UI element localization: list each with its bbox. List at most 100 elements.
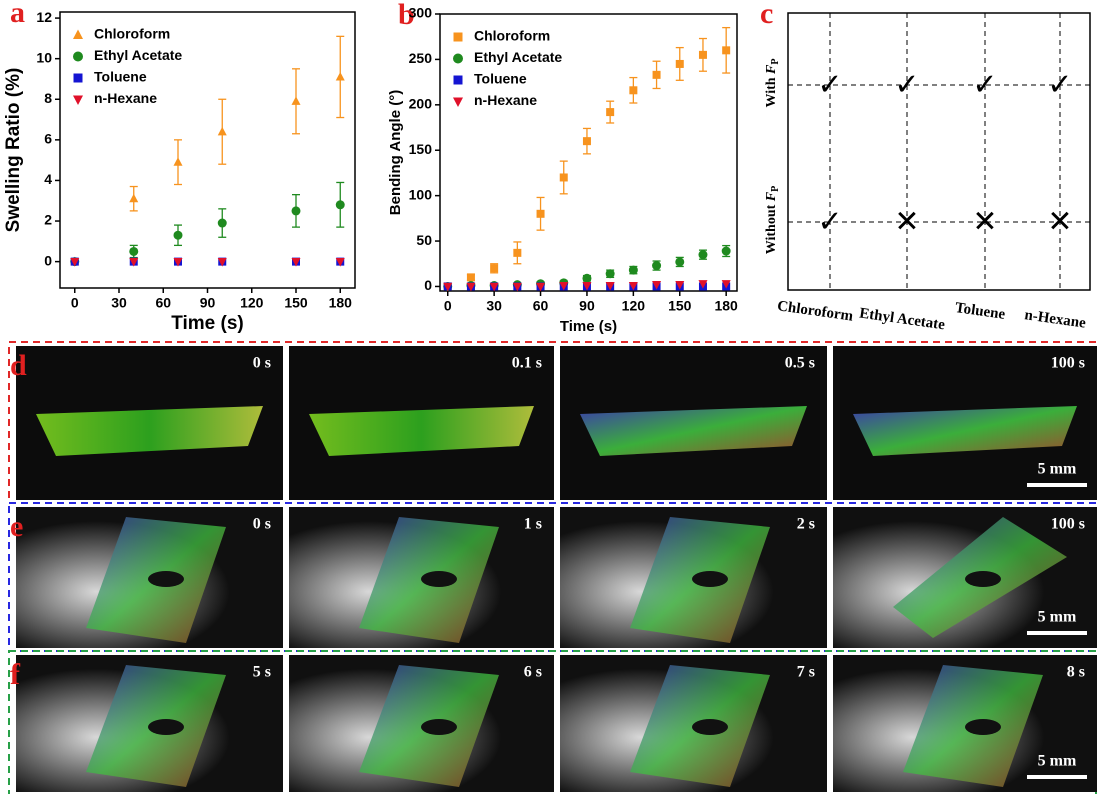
legend-label: Chloroform (474, 28, 550, 44)
marker (582, 137, 591, 146)
status-mark: ✕ (972, 205, 997, 240)
marker (73, 95, 83, 105)
panel-label: c (760, 0, 773, 30)
scale-label: 5 mm (1038, 753, 1077, 770)
legend-label: Toluene (474, 71, 527, 87)
y-axis-title: Swelling Ratio (%) (3, 68, 24, 233)
marker (173, 230, 183, 240)
marker (291, 258, 301, 267)
panel-label: d (10, 349, 27, 382)
marker (443, 282, 453, 292)
y-tick-label: 50 (416, 232, 432, 248)
scale-label: 5 mm (1038, 609, 1077, 626)
legend-label: Ethyl Acetate (94, 47, 182, 63)
marker (129, 246, 139, 256)
y-tick-label: 0 (44, 252, 52, 268)
x-tick-label: 180 (329, 295, 353, 311)
y-tick-label: 10 (36, 49, 52, 65)
x-tick-label: 180 (714, 298, 738, 314)
scale-label: 5 mm (1038, 461, 1077, 478)
x-tick-label: 150 (668, 298, 692, 314)
marker (73, 51, 83, 62)
marker (73, 29, 83, 39)
marker (698, 250, 708, 260)
marker (652, 70, 661, 79)
marker (722, 46, 731, 55)
film (36, 406, 263, 456)
plot-frame (439, 13, 738, 292)
marker (466, 282, 476, 292)
table-frame (787, 12, 1091, 291)
marker (559, 281, 569, 291)
row-label-text: Without (764, 204, 779, 254)
marker (291, 206, 301, 216)
column-label: Ethyl Acetate (858, 306, 946, 334)
marker (489, 282, 499, 292)
x-axis-title: Time (s) (560, 318, 617, 335)
marker (606, 108, 615, 117)
x-tick-label: 60 (533, 298, 549, 314)
marker (217, 218, 227, 228)
marker (513, 248, 522, 257)
droplet (965, 571, 1001, 587)
marker (335, 71, 345, 81)
column-label: Toluene (954, 300, 1006, 323)
marker (652, 261, 662, 271)
row-label-subscript: P (770, 186, 781, 192)
y-tick-label: 8 (44, 90, 52, 106)
marker (512, 282, 522, 292)
row-label: Without FP (764, 186, 781, 255)
film (309, 406, 534, 456)
marker (453, 97, 463, 107)
legend-label: Chloroform (94, 26, 170, 42)
row-label-subscript: P (770, 58, 781, 64)
film (580, 406, 807, 456)
marker (605, 281, 615, 291)
marker (335, 200, 345, 210)
marker (453, 53, 463, 64)
panel-label: a (10, 0, 25, 29)
marker (291, 96, 301, 105)
marker (490, 264, 499, 273)
y-tick-label: 4 (44, 171, 52, 187)
legend-label: n-Hexane (474, 92, 537, 108)
y-tick-label: 12 (36, 9, 52, 25)
x-tick-label: 0 (71, 295, 79, 311)
time-label: 2 s (797, 516, 815, 533)
marker (217, 126, 227, 136)
x-tick-label: 120 (622, 298, 646, 314)
marker (652, 281, 662, 290)
marker (675, 59, 684, 68)
time-label: 5 s (253, 664, 271, 681)
droplet (421, 719, 457, 735)
droplet (421, 571, 457, 587)
row-label-symbol: F (764, 191, 779, 202)
time-label: 0 s (253, 355, 271, 372)
status-mark: ✕ (894, 205, 919, 240)
droplet (692, 719, 728, 735)
panel-label: e (10, 510, 23, 543)
y-tick-label: 250 (409, 50, 433, 66)
legend-label: n-Hexane (94, 90, 157, 106)
x-tick-label: 30 (486, 298, 502, 314)
droplet (148, 719, 184, 735)
time-label: 0.5 s (785, 355, 815, 372)
marker (628, 265, 638, 275)
time-label: 7 s (797, 664, 815, 681)
time-label: 1 s (524, 516, 542, 533)
marker (582, 273, 592, 283)
marker (453, 75, 463, 85)
marker (536, 209, 545, 218)
film (853, 406, 1077, 456)
y-tick-label: 150 (409, 141, 433, 157)
marker (721, 246, 731, 256)
droplet (692, 571, 728, 587)
legend-label: Ethyl Acetate (474, 49, 562, 65)
x-tick-label: 150 (284, 295, 308, 311)
status-mark: ✓ (894, 68, 919, 103)
x-tick-label: 120 (240, 295, 264, 311)
marker (628, 281, 638, 291)
status-mark: ✓ (817, 205, 842, 240)
marker (698, 50, 707, 59)
marker (605, 269, 615, 279)
